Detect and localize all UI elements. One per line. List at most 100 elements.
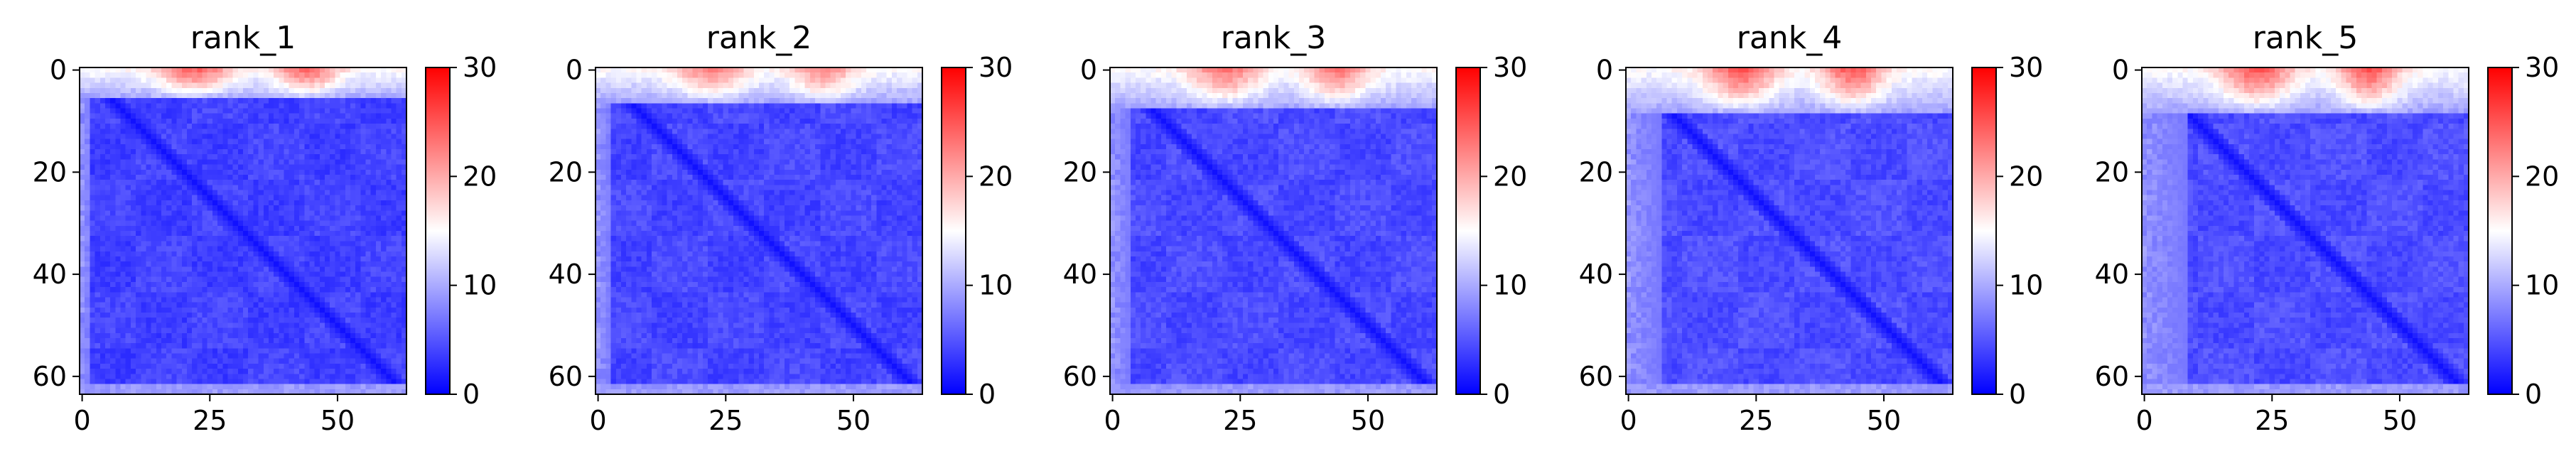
heatmap-cell — [233, 313, 239, 318]
heatmap-cell — [136, 221, 141, 227]
heatmap-cell — [85, 287, 90, 293]
heatmap-cell — [284, 379, 290, 384]
heatmap-cell — [284, 369, 290, 374]
heatmap-cell — [197, 109, 203, 114]
heatmap-cell — [105, 308, 111, 313]
heatmap-cell — [769, 124, 775, 129]
heatmap-cell — [345, 323, 351, 328]
heatmap-cell — [141, 165, 146, 170]
heatmap-cell — [360, 297, 366, 303]
heatmap-cell — [284, 98, 290, 104]
heatmap-cell — [355, 354, 361, 359]
heatmap-cell — [203, 88, 208, 94]
heatmap-cell — [391, 348, 397, 354]
heatmap-cell — [360, 98, 366, 104]
heatmap-cell — [637, 134, 642, 139]
heatmap-cell — [238, 119, 244, 124]
heatmap-cell — [851, 83, 856, 89]
heatmap-cell — [294, 215, 300, 221]
heatmap-cell — [182, 272, 188, 278]
heatmap-cell — [259, 149, 264, 155]
heatmap-cell — [371, 308, 377, 313]
heatmap-cell — [294, 114, 300, 119]
heatmap-cell — [713, 88, 718, 94]
heatmap-cell — [233, 77, 239, 83]
heatmap-cell — [110, 114, 116, 119]
heatmap-cell — [693, 72, 699, 78]
heatmap-cell — [208, 149, 213, 155]
heatmap-cell — [754, 67, 760, 73]
heatmap-cell — [136, 251, 141, 257]
heatmap-cell — [825, 72, 831, 78]
heatmap-cell — [289, 282, 295, 288]
heatmap-cell — [90, 318, 95, 323]
heatmap-cell — [391, 364, 397, 369]
heatmap-cell — [182, 277, 188, 283]
heatmap-cell — [723, 109, 729, 114]
heatmap-cell — [208, 200, 213, 206]
heatmap-cell — [146, 303, 151, 308]
heatmap-cell — [259, 67, 264, 73]
heatmap-cell — [85, 215, 90, 221]
heatmap-cell — [166, 200, 172, 206]
heatmap-cell — [192, 343, 198, 349]
heatmap-cell — [100, 379, 106, 384]
heatmap-cell — [284, 246, 290, 252]
heatmap-cell — [80, 379, 85, 384]
heatmap-cell — [95, 159, 101, 165]
heatmap-cell — [315, 328, 320, 334]
heatmap-cell — [269, 221, 274, 227]
heatmap-cell — [708, 129, 713, 134]
heatmap-cell — [605, 124, 611, 129]
heatmap-cell — [274, 134, 279, 139]
heatmap-cell — [775, 83, 780, 89]
heatmap-cell — [259, 215, 264, 221]
heatmap-cell — [156, 246, 162, 252]
heatmap-cell — [320, 98, 325, 104]
heatmap-cell — [743, 72, 749, 78]
heatmap-cell — [182, 282, 188, 288]
heatmap-cell — [156, 190, 162, 196]
heatmap-cell — [166, 72, 172, 78]
heatmap-cell — [126, 261, 131, 267]
heatmap-cell — [682, 88, 688, 94]
heatmap-cell — [672, 134, 678, 139]
heatmap-cell — [600, 103, 606, 109]
heatmap-cell — [161, 333, 167, 339]
heatmap-cell — [95, 328, 101, 334]
heatmap-cell — [177, 251, 183, 257]
heatmap-cell — [723, 114, 729, 119]
heatmap-cell — [340, 323, 346, 328]
heatmap-cell — [846, 114, 851, 119]
heatmap-cell — [355, 72, 361, 78]
heatmap-cell — [90, 185, 95, 190]
heatmap-cell — [248, 308, 254, 313]
heatmap-cell — [115, 348, 121, 354]
heatmap-cell — [243, 170, 249, 175]
heatmap-cell — [876, 77, 882, 83]
heatmap-cell — [115, 67, 121, 73]
heatmap-cell — [309, 88, 315, 94]
heatmap-cell — [340, 292, 346, 298]
heatmap-cell — [284, 134, 290, 139]
heatmap-cell — [151, 277, 157, 283]
heatmap-cell — [233, 261, 239, 267]
heatmap-cell — [80, 83, 85, 89]
heatmap-cell — [345, 144, 351, 150]
heatmap-cell — [238, 77, 244, 83]
heatmap-cell — [631, 103, 637, 109]
heatmap-cell — [146, 215, 151, 221]
heatmap-cell — [279, 277, 284, 283]
heatmap-cell — [156, 205, 162, 211]
heatmap-cell — [217, 72, 223, 78]
heatmap-cell — [861, 109, 867, 114]
heatmap-cell — [85, 256, 90, 262]
heatmap-cell — [309, 384, 315, 390]
heatmap-cell — [161, 318, 167, 323]
heatmap-cell — [253, 221, 259, 227]
heatmap-cell — [330, 266, 335, 272]
heatmap-cell — [187, 159, 193, 165]
heatmap-cell — [146, 170, 151, 175]
heatmap-cell — [100, 323, 106, 328]
heatmap-cell — [126, 241, 131, 246]
